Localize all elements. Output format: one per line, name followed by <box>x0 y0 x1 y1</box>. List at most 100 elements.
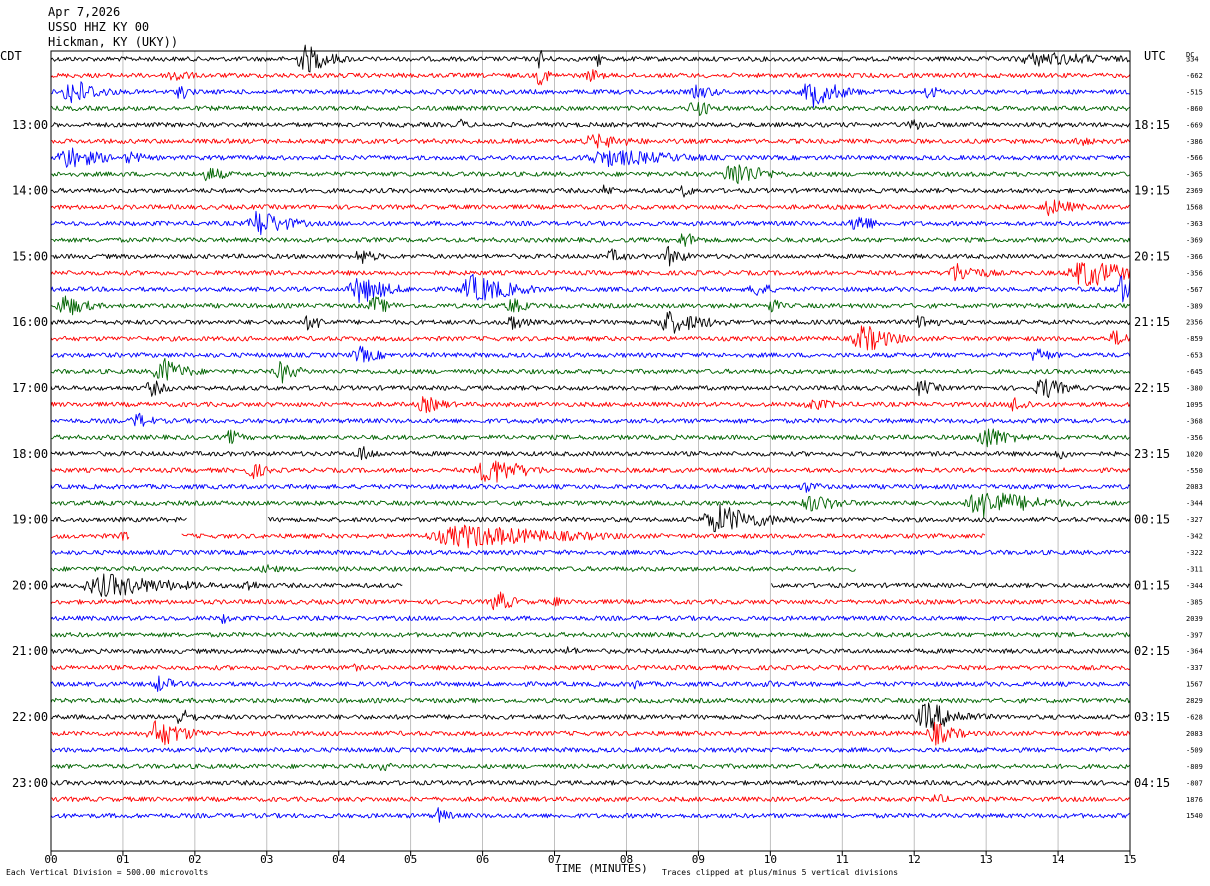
right-time-label: 20:15 <box>1134 249 1170 263</box>
dc-offset-label: 1540 <box>1186 812 1203 820</box>
x-tick-label: 00 <box>44 853 57 866</box>
dc-offset-label: -397 <box>1186 631 1203 639</box>
right-time-label: 21:15 <box>1134 315 1170 329</box>
dc-offset-label: 2083 <box>1186 483 1203 491</box>
dc-offset-label: 1876 <box>1186 796 1203 804</box>
seismic-trace <box>50 613 1131 625</box>
dc-offset-label: 2039 <box>1186 615 1203 623</box>
dc-offset-label: -385 <box>1186 598 1203 606</box>
right-time-label: 22:15 <box>1134 381 1170 395</box>
seismic-trace <box>50 164 1131 185</box>
right-axis-label: UTC <box>1144 49 1166 63</box>
x-tick-label: 08 <box>620 853 633 866</box>
dc-offset-label: -380 <box>1186 385 1203 393</box>
dc-offset-label: 1095 <box>1186 401 1203 409</box>
plot-frame <box>50 50 1131 852</box>
seismic-trace <box>50 675 1131 692</box>
dc-offset-label: 1568 <box>1186 204 1203 212</box>
seismic-trace <box>50 631 1131 638</box>
left-time-label: 14:00 <box>12 184 48 198</box>
dc-offset-label: -386 <box>1186 138 1203 146</box>
seismic-trace <box>50 44 1131 73</box>
left-time-label: 16:00 <box>12 315 48 329</box>
seismic-trace <box>50 184 1131 198</box>
x-tick-label: 07 <box>548 853 561 866</box>
x-tick-label: 09 <box>692 853 705 866</box>
dc-offset-labels: 334 -662 -515 -860 -669 -386 -566 -365 2369 1568 -… <box>1186 56 1203 821</box>
dc-offset-label: -807 <box>1186 779 1203 787</box>
seismic-trace <box>50 697 1131 704</box>
seismic-trace <box>50 147 1131 168</box>
left-time-labels: 13:00 14:00 15:00 16:00 17:00 18:00 19:00 20:00… <box>12 118 48 790</box>
seismic-trace <box>50 720 1131 746</box>
seismic-trace <box>50 378 1131 398</box>
left-time-label: 17:00 <box>12 381 48 395</box>
left-time-label: 20:00 <box>12 578 48 592</box>
dc-offset-label: -342 <box>1186 533 1203 541</box>
right-time-label: 19:15 <box>1134 184 1170 198</box>
seismic-trace <box>50 780 1131 786</box>
right-time-label: 04:15 <box>1134 776 1170 790</box>
x-tick-label: 12 <box>908 853 921 866</box>
x-tick-label: 11 <box>836 853 849 866</box>
right-time-label: 00:15 <box>1134 513 1170 527</box>
dc-offset-label: -567 <box>1186 286 1203 294</box>
seismic-trace <box>50 460 1131 483</box>
seismic-trace <box>50 428 1131 448</box>
x-tick-label: 01 <box>116 853 129 866</box>
dc-offset-label: -628 <box>1186 714 1203 722</box>
dc-offset-label: -515 <box>1186 88 1203 96</box>
dc-offset-label: -662 <box>1186 72 1203 80</box>
dc-offset-label: -356 <box>1186 269 1203 277</box>
dc-offset-label: -550 <box>1186 467 1203 475</box>
dc-offset-label: 2829 <box>1186 697 1203 705</box>
dc-offset-label: 2083 <box>1186 730 1203 738</box>
x-tick-label: 13 <box>980 853 993 866</box>
seismic-trace <box>50 295 1131 316</box>
dc-offset-label: -645 <box>1186 368 1203 376</box>
seismic-trace <box>50 396 1131 414</box>
right-time-label: 02:15 <box>1134 644 1170 658</box>
x-tick-label: 02 <box>188 853 201 866</box>
trace-group <box>50 44 1131 823</box>
dc-offset-label: 1020 <box>1186 450 1203 458</box>
x-tick-label: 10 <box>764 853 777 866</box>
dc-offset-label: 2369 <box>1186 187 1203 195</box>
seismic-trace <box>50 762 1131 772</box>
x-tick-label: 15 <box>1123 853 1136 866</box>
seismic-trace <box>50 199 1131 217</box>
x-tick-label: 05 <box>404 853 417 866</box>
seismic-trace <box>50 504 1131 533</box>
seismic-trace <box>50 118 1131 130</box>
seismic-trace <box>50 233 1131 247</box>
x-tick-label: 06 <box>476 853 489 866</box>
dc-offset-label: -356 <box>1186 434 1203 442</box>
dc-offset-label: -344 <box>1186 582 1203 590</box>
seismic-trace <box>50 591 1131 611</box>
dc-offset-label: -366 <box>1186 253 1203 261</box>
seismic-trace <box>50 357 1131 384</box>
seismic-trace <box>50 702 1131 731</box>
x-axis: 00 01 02 03 04 05 06 07 08 09 10 11 12 13 14 15 <box>44 851 1137 866</box>
dc-offset-label: -509 <box>1186 746 1203 754</box>
seismic-trace <box>50 262 1131 286</box>
x-tick-label: 03 <box>260 853 273 866</box>
dc-offset-label: -653 <box>1186 352 1203 360</box>
dc-offset-label: -566 <box>1186 154 1203 162</box>
header-station: USSO HHZ KY 00 <box>48 20 149 34</box>
dc-offset-label: -363 <box>1186 220 1203 228</box>
dc-offset-label: -311 <box>1186 565 1203 573</box>
dc-offset-label: 2356 <box>1186 319 1203 327</box>
seismic-trace <box>50 747 1131 753</box>
left-axis-label: CDT <box>0 49 22 63</box>
x-axis-title: TIME (MINUTES) <box>555 862 648 875</box>
seismic-trace <box>50 345 1131 363</box>
seismic-trace <box>50 133 1131 149</box>
left-time-label: 18:00 <box>12 447 48 461</box>
seismic-trace <box>50 325 1131 351</box>
dc-offset-label: -322 <box>1186 549 1203 557</box>
footer-clip-note: Traces clipped at plus/minus 5 vertical … <box>662 868 898 877</box>
seismic-trace <box>50 81 1131 108</box>
dc-label: DC <box>1186 51 1194 59</box>
left-time-label: 13:00 <box>12 118 48 132</box>
